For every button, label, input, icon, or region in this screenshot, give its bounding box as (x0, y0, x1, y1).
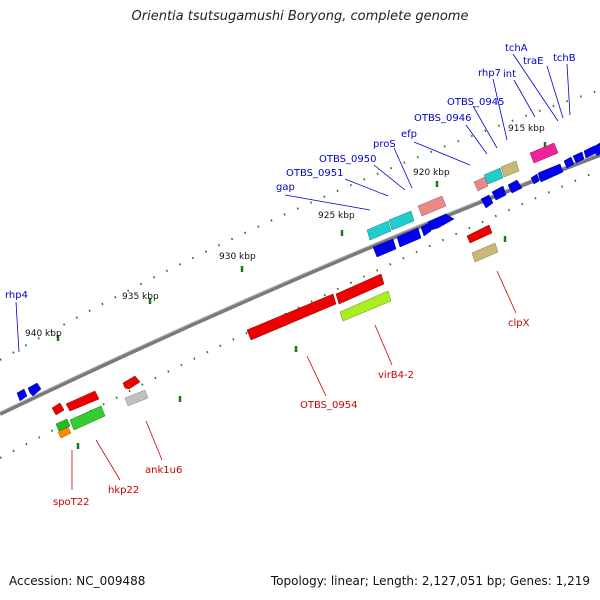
gene-red-virb (335, 273, 385, 305)
gene-orange (57, 426, 72, 439)
label-virb4-2: virB4-2 (378, 370, 414, 381)
label-tchb: tchB (553, 53, 576, 64)
label-int: int (503, 69, 516, 80)
label-pros: proS (373, 139, 396, 150)
label-ank1u6: ank1u6 (145, 465, 182, 476)
gene-grey (124, 389, 149, 407)
accession-text: Accession: NC_009488 (9, 574, 146, 588)
gene-salmon-2 (473, 176, 489, 192)
gene-red-hkp (65, 390, 100, 412)
gene-olive-clpx (471, 242, 499, 263)
tick-label-930: 930 kbp (219, 252, 256, 262)
label-rhp7: rhp7 (478, 68, 501, 79)
label-clpx: clpX (508, 318, 530, 329)
bottom-gene-labels: spoT22 hkp22 ank1u6 OTBS_0954 virB4-2 cl… (53, 318, 530, 508)
tick-label-920: 920 kbp (413, 168, 450, 178)
blue-genes (16, 142, 600, 402)
gene-magenta (529, 142, 559, 164)
lower-genes (51, 224, 499, 439)
label-spot22: spoT22 (53, 497, 90, 508)
gene-red-0954 (246, 293, 337, 341)
label-hkp22: hkp22 (108, 485, 139, 496)
gene-lime-virb (339, 290, 392, 322)
map-title: Orientia tsutsugamushi Boryong, complete… (131, 9, 469, 24)
top-leader-lines (15, 53, 571, 353)
major-ticks (56, 142, 547, 449)
gene-red-ank (122, 375, 141, 390)
gene-salmon-1 (417, 195, 447, 217)
gene-red-clpx (466, 224, 493, 244)
label-otbs-0946: OTBS_0946 (414, 113, 471, 124)
gene-green-hkp (69, 405, 106, 431)
label-efp: efp (401, 129, 417, 140)
label-tcha: tchA (505, 43, 528, 54)
tick-label-925: 925 kbp (318, 211, 355, 221)
genome-backbone (0, 153, 600, 416)
label-otbs-0950: OTBS_0950 (319, 154, 376, 165)
gene-green-small (55, 418, 71, 432)
label-rhp4: rhp4 (5, 290, 28, 301)
gene-olive-1 (500, 160, 520, 178)
gene-cyan-2 (388, 210, 415, 231)
label-trae: traE (523, 56, 543, 67)
label-otbs-0954: OTBS_0954 (300, 400, 357, 411)
gene-red-spot (51, 402, 65, 416)
label-otbs-0945: OTBS_0945 (447, 97, 504, 108)
tick-label-935: 935 kbp (122, 292, 159, 302)
label-otbs-0951: OTBS_0951 (286, 168, 343, 179)
gene-cyan-1 (366, 220, 392, 241)
topology-text: Topology: linear; Length: 2,127,051 bp; … (270, 574, 590, 588)
label-gap: gap (276, 182, 295, 193)
bottom-leader-lines (71, 270, 517, 490)
gene-cyan-3 (483, 167, 504, 185)
tick-label-915: 915 kbp (508, 124, 545, 134)
upper-color-genes (366, 142, 559, 241)
top-gene-labels: rhp4 gap OTBS_0951 OTBS_0950 proS efp OT… (5, 43, 576, 301)
tick-label-940: 940 kbp (25, 329, 62, 339)
